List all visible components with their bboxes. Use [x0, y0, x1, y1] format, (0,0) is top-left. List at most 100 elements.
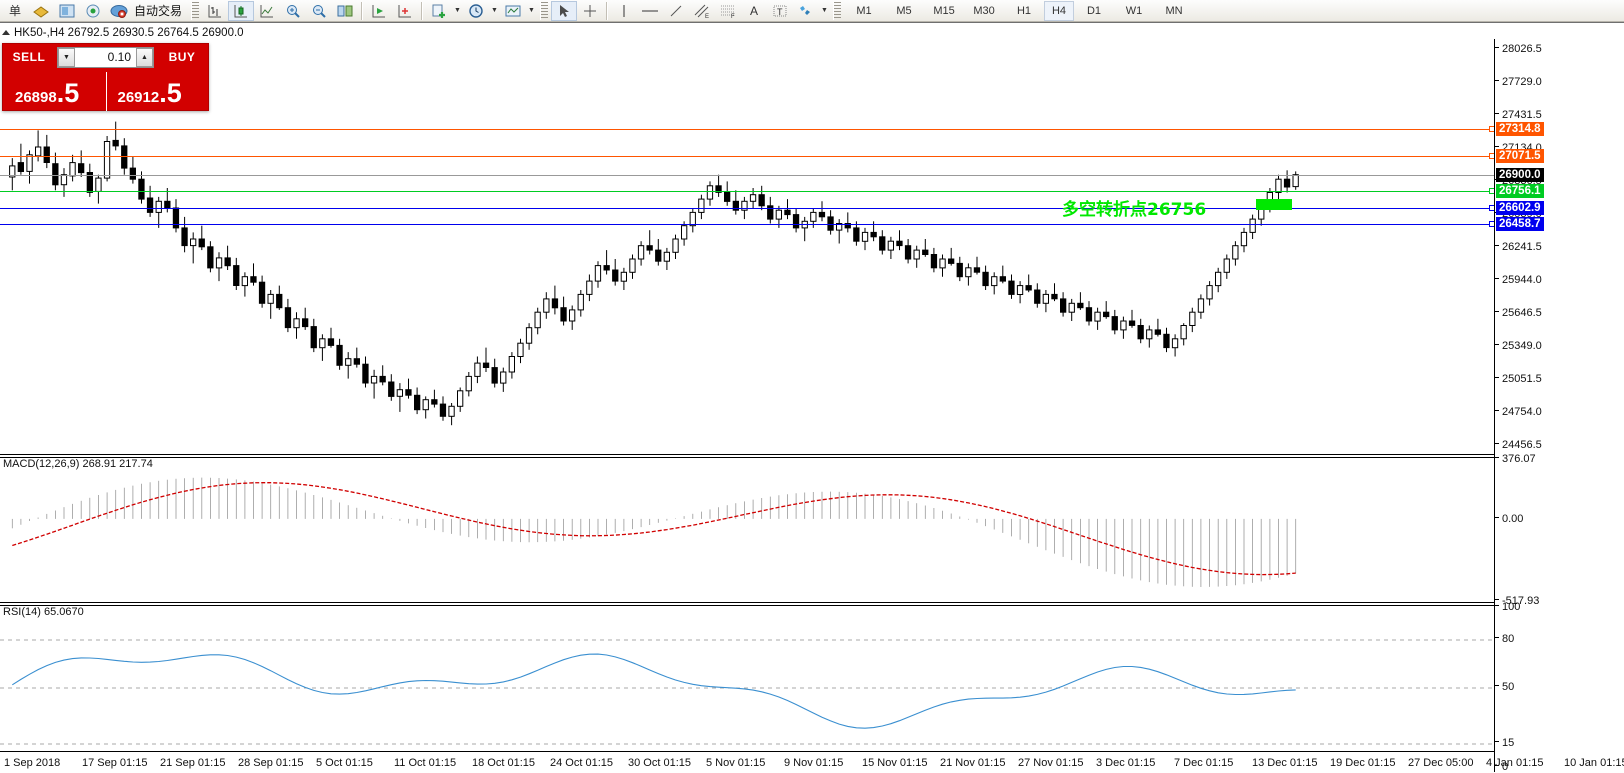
- autotrade-button[interactable]: 自动交易: [132, 2, 188, 19]
- sell-price-decimal: .5: [56, 78, 80, 108]
- chart-window[interactable]: HK50-,H4 26792.5 26930.5 26764.5 26900.0…: [0, 22, 1624, 773]
- date-axis-label: 18 Oct 01:15: [472, 757, 535, 769]
- axis-tick: 25349.0: [1495, 340, 1542, 352]
- buy-price-integer: 26912: [117, 89, 160, 106]
- signals-icon[interactable]: [80, 1, 106, 21]
- equidistant-channel-icon[interactable]: E: [689, 1, 715, 21]
- date-axis-label: 30 Oct 01:15: [628, 757, 691, 769]
- macd-axis-tick: -517.93: [1495, 595, 1539, 607]
- market-icon[interactable]: [106, 1, 132, 21]
- sell-button[interactable]: SELL: [12, 50, 46, 64]
- text-label-icon[interactable]: T: [767, 1, 793, 21]
- indicators-icon[interactable]: [426, 1, 452, 21]
- macd-axis-tick: 376.07: [1495, 453, 1536, 465]
- new-order-icon[interactable]: 单: [8, 4, 21, 18]
- volume-dropdown-icon[interactable]: ▼: [58, 47, 75, 67]
- one-click-trading-panel[interactable]: SELL ▼ 0.10 ▲ BUY 26898.5 26912.5: [2, 43, 209, 111]
- period-clock-icon[interactable]: [463, 1, 489, 21]
- axis-tick: 24456.5: [1495, 439, 1542, 451]
- symbol-ohlc-text: HK50-,H4 26792.5 26930.5 26764.5 26900.0: [14, 27, 244, 39]
- date-axis-label: 27 Nov 01:15: [1018, 757, 1084, 769]
- toolbar-grip-2[interactable]: [540, 1, 549, 20]
- axis-tick: 25646.5: [1495, 307, 1542, 319]
- indicators-dropdown-arrow-icon[interactable]: ▼: [454, 7, 461, 14]
- toolbar-grip[interactable]: [191, 1, 200, 20]
- timeframe-m30[interactable]: M30: [973, 4, 995, 17]
- trendline-icon[interactable]: [663, 1, 689, 21]
- buy-price[interactable]: 26912.5: [106, 70, 209, 110]
- vertical-line-icon[interactable]: [611, 1, 637, 21]
- value-axis[interactable]: 28026.527729.027431.527134.026836.526539…: [1494, 39, 1624, 773]
- date-axis-label: 7 Dec 01:15: [1174, 757, 1234, 769]
- date-axis-label: 21 Nov 01:15: [940, 757, 1006, 769]
- date-axis-label: 1 Sep 2018: [4, 757, 61, 769]
- fibonacci-icon[interactable]: F: [715, 1, 741, 21]
- bar-chart-icon[interactable]: [202, 1, 228, 21]
- date-axis-label: 13 Dec 01:15: [1252, 757, 1318, 769]
- toolbar-grip-3[interactable]: [833, 1, 842, 20]
- support-line[interactable]: [0, 223, 1494, 225]
- crosshair-icon[interactable]: [577, 1, 603, 21]
- timeframe-w1[interactable]: W1: [1125, 4, 1143, 17]
- shapes-icon[interactable]: [793, 1, 819, 21]
- axis-tick: 28026.5: [1495, 43, 1542, 55]
- volume-value[interactable]: 0.10: [107, 50, 131, 64]
- buy-button[interactable]: BUY: [168, 50, 196, 64]
- axis-price-label: 26756.1: [1496, 183, 1544, 198]
- zoom-in-icon[interactable]: [280, 1, 306, 21]
- auto-scroll-icon[interactable]: [366, 1, 392, 21]
- date-axis-label: 17 Sep 01:15: [82, 757, 148, 769]
- resistance-line[interactable]: [0, 128, 1494, 130]
- price-panel[interactable]: [0, 39, 1494, 454]
- sell-price-integer: 26898: [15, 89, 57, 106]
- main-toolbar[interactable]: 单 自动交易 ▼ ▼ ▼: [0, 0, 1624, 22]
- pivot-highlight-box: [1256, 199, 1292, 210]
- horizontal-line-icon[interactable]: [637, 1, 663, 21]
- date-axis[interactable]: 1 Sep 2018 17 Sep 01:15 21 Sep 01:15 28 Sep…: [0, 752, 1624, 771]
- rsi-panel[interactable]: [0, 608, 1494, 768]
- timeframe-mn[interactable]: MN: [1165, 4, 1183, 17]
- axis-tick: 27431.5: [1495, 109, 1542, 121]
- shapes-dropdown-arrow-icon[interactable]: ▼: [821, 7, 828, 14]
- line-chart-icon[interactable]: [254, 1, 280, 21]
- timeframe-m1[interactable]: M1: [856, 4, 872, 17]
- svg-text:E: E: [705, 14, 709, 19]
- templates-dropdown-arrow-icon[interactable]: ▼: [528, 7, 535, 14]
- axis-tick: 24754.0: [1495, 406, 1542, 418]
- macd-axis-tick: 0.00: [1495, 513, 1523, 525]
- rsi-axis-tick: 100: [1495, 601, 1520, 613]
- text-icon[interactable]: A: [750, 3, 759, 18]
- toolbar-divider-2: [421, 1, 424, 20]
- support-line[interactable]: [0, 207, 1494, 209]
- terminal-icon[interactable]: [28, 1, 54, 21]
- date-axis-label: 19 Dec 01:15: [1330, 757, 1396, 769]
- rsi-label: RSI(14) 65.0670: [3, 606, 84, 618]
- tile-windows-icon[interactable]: [332, 1, 358, 21]
- timeframe-h4[interactable]: H4: [1044, 0, 1075, 21]
- date-axis-label: 5 Nov 01:15: [706, 757, 766, 769]
- data-window-icon[interactable]: [54, 1, 80, 21]
- timeframe-d1[interactable]: D1: [1086, 4, 1102, 17]
- collapse-triangle-icon[interactable]: [2, 30, 10, 35]
- timeframe-m15[interactable]: M15: [933, 4, 955, 17]
- volume-field[interactable]: ▼ 0.10 ▲: [57, 46, 154, 68]
- date-axis-label: 24 Oct 01:15: [550, 757, 613, 769]
- candlestick-chart-icon[interactable]: [228, 0, 255, 21]
- current-price[interactable]: [0, 174, 1494, 176]
- chart-shift-icon[interactable]: [392, 1, 418, 21]
- date-axis-label: 3 Dec 01:15: [1096, 757, 1156, 769]
- period-dropdown-arrow-icon[interactable]: ▼: [491, 7, 498, 14]
- axis-tick: 27729.0: [1495, 76, 1542, 88]
- cursor-icon[interactable]: [551, 0, 578, 21]
- macd-panel[interactable]: [0, 460, 1494, 600]
- resistance-line[interactable]: [0, 155, 1494, 157]
- pivot-line[interactable]: [0, 190, 1494, 192]
- axis-price-label: 26458.7: [1496, 216, 1544, 231]
- toolbar-divider-3: [606, 1, 609, 20]
- timeframe-h1[interactable]: H1: [1016, 4, 1032, 17]
- sell-price[interactable]: 26898.5: [3, 70, 106, 110]
- templates-icon[interactable]: [500, 1, 526, 21]
- zoom-out-icon[interactable]: [306, 1, 332, 21]
- volume-up-icon[interactable]: ▲: [136, 47, 153, 67]
- timeframe-m5[interactable]: M5: [896, 4, 912, 17]
